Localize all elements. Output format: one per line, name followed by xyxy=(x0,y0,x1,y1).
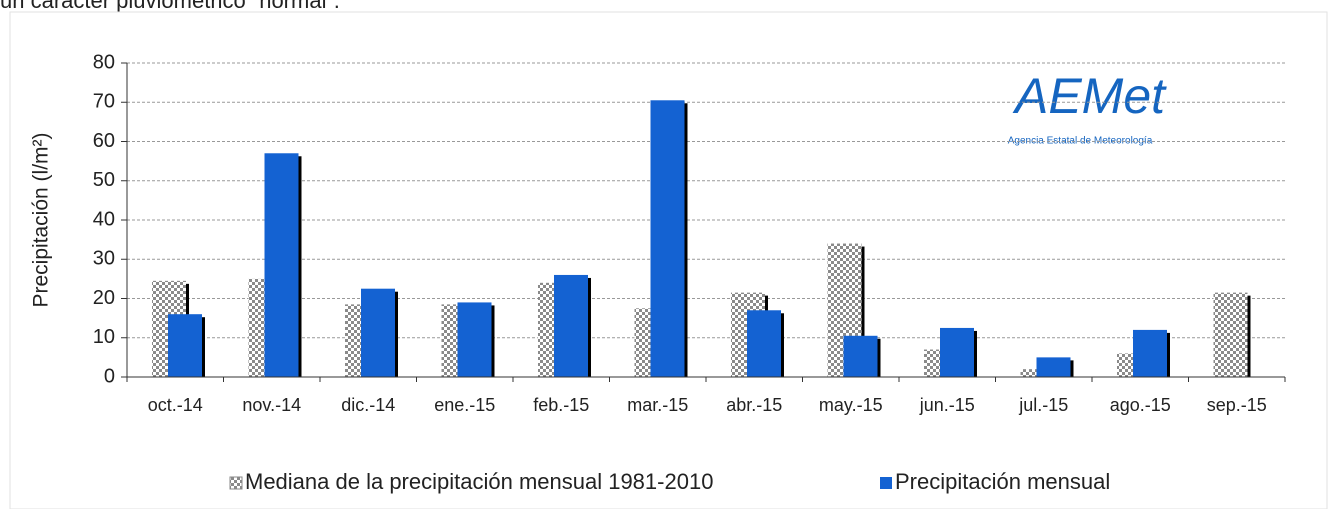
bar xyxy=(1213,292,1248,377)
bar xyxy=(361,288,395,377)
logo-subtitle: Agencia Estatal de Meteorología xyxy=(1008,136,1153,147)
x-tick-label: nov.-14 xyxy=(242,395,301,415)
bar xyxy=(940,327,974,377)
legend-label: Precipitación mensual xyxy=(895,469,1110,494)
x-tick-label: ago.-15 xyxy=(1110,395,1171,415)
bar xyxy=(457,302,492,377)
x-tick-label: jun.-15 xyxy=(919,395,975,415)
x-tick-label: jul.-15 xyxy=(1018,395,1068,415)
y-tick-label: 80 xyxy=(93,51,115,73)
logo-name: AEMet xyxy=(1012,68,1167,124)
x-tick-label: mar.-15 xyxy=(627,395,688,415)
y-axis-label: Precipitación (l/m²) xyxy=(30,132,53,307)
page-text: un carácter pluviométrico “normal”. xyxy=(0,0,340,13)
y-tick-label: 0 xyxy=(104,365,115,387)
x-tick-label: sep.-15 xyxy=(1207,395,1267,415)
bar xyxy=(1133,329,1167,377)
bar xyxy=(1036,357,1071,377)
x-tick-label: abr.-15 xyxy=(726,395,782,415)
bar xyxy=(554,274,588,377)
y-tick-label: 50 xyxy=(93,169,115,191)
bar xyxy=(843,335,878,377)
bar xyxy=(747,310,781,377)
legend-swatch xyxy=(880,477,892,489)
y-tick-label: 40 xyxy=(93,208,115,230)
bar xyxy=(650,100,685,377)
bar xyxy=(168,314,202,377)
y-tick-label: 20 xyxy=(93,287,115,309)
x-tick-label: dic.-14 xyxy=(341,395,395,415)
x-tick-label: feb.-15 xyxy=(533,395,589,415)
legend-swatch xyxy=(229,476,243,490)
x-tick-label: oct.-14 xyxy=(148,395,203,415)
legend-label: Mediana de la precipitación mensual 1981… xyxy=(245,469,713,494)
y-tick-label: 60 xyxy=(93,130,115,152)
y-tick-label: 70 xyxy=(93,91,115,113)
logo: AEMet Agencia Estatal de Meteorología xyxy=(1008,68,1167,146)
x-tick-label: ene.-15 xyxy=(434,395,495,415)
x-tick-label: may.-15 xyxy=(819,395,883,415)
y-tick-label: 30 xyxy=(93,248,115,270)
bar xyxy=(264,153,299,377)
y-tick-label: 10 xyxy=(93,326,115,348)
